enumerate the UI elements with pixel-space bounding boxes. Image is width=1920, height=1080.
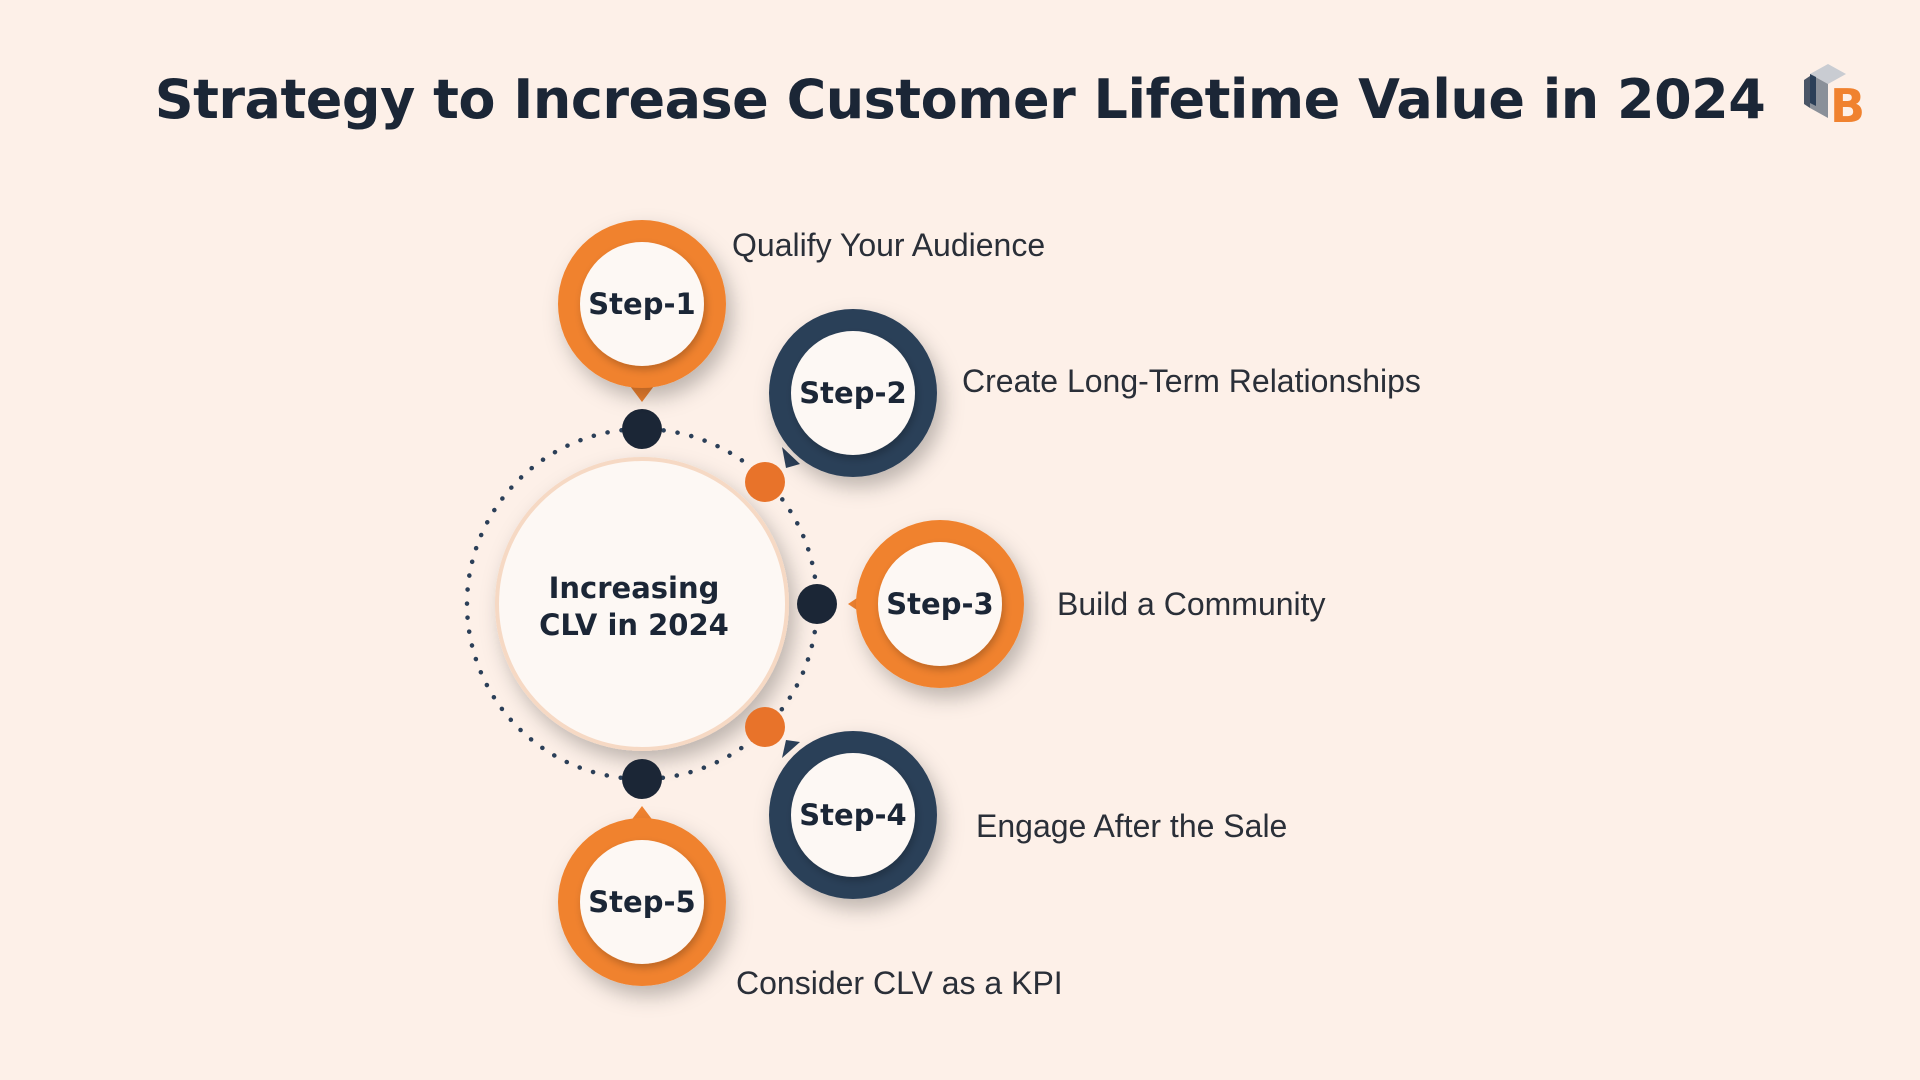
step-1-node: Step-1 (558, 220, 726, 402)
ring-dot-5 (622, 759, 662, 799)
step-2-label: Create Long-Term Relationships (962, 363, 1421, 399)
brand-logo-icon: B (1804, 64, 1865, 132)
step-3-node: Step-3 (848, 520, 1024, 688)
step-4-label: Engage After the Sale (976, 808, 1288, 844)
ring-dot-4 (745, 707, 785, 747)
logo-letter: B (1830, 79, 1865, 132)
ring-dot-3 (797, 584, 837, 624)
step-1-badge: Step-1 (588, 287, 695, 321)
ring-dot-2 (745, 462, 785, 502)
step-5-label: Consider CLV as a KPI (736, 965, 1063, 1001)
page-title: Strategy to Increase Customer Lifetime V… (154, 68, 1766, 131)
step-3-label: Build a Community (1057, 586, 1326, 622)
step-2-badge: Step-2 (799, 376, 906, 410)
center-line-1: Increasing (549, 571, 720, 605)
center-node: Increasing CLV in 2024 (495, 457, 789, 751)
step-3-badge: Step-3 (886, 587, 993, 621)
ring-dot-1 (622, 409, 662, 449)
step-5-badge: Step-5 (588, 885, 695, 919)
step-4-badge: Step-4 (799, 798, 906, 832)
step-5-node: Step-5 (558, 806, 726, 986)
step-4-node: Step-4 (769, 731, 937, 899)
step-2-node: Step-2 (769, 309, 937, 477)
step-1-label: Qualify Your Audience (732, 227, 1046, 263)
center-line-2: CLV in 2024 (539, 608, 729, 642)
